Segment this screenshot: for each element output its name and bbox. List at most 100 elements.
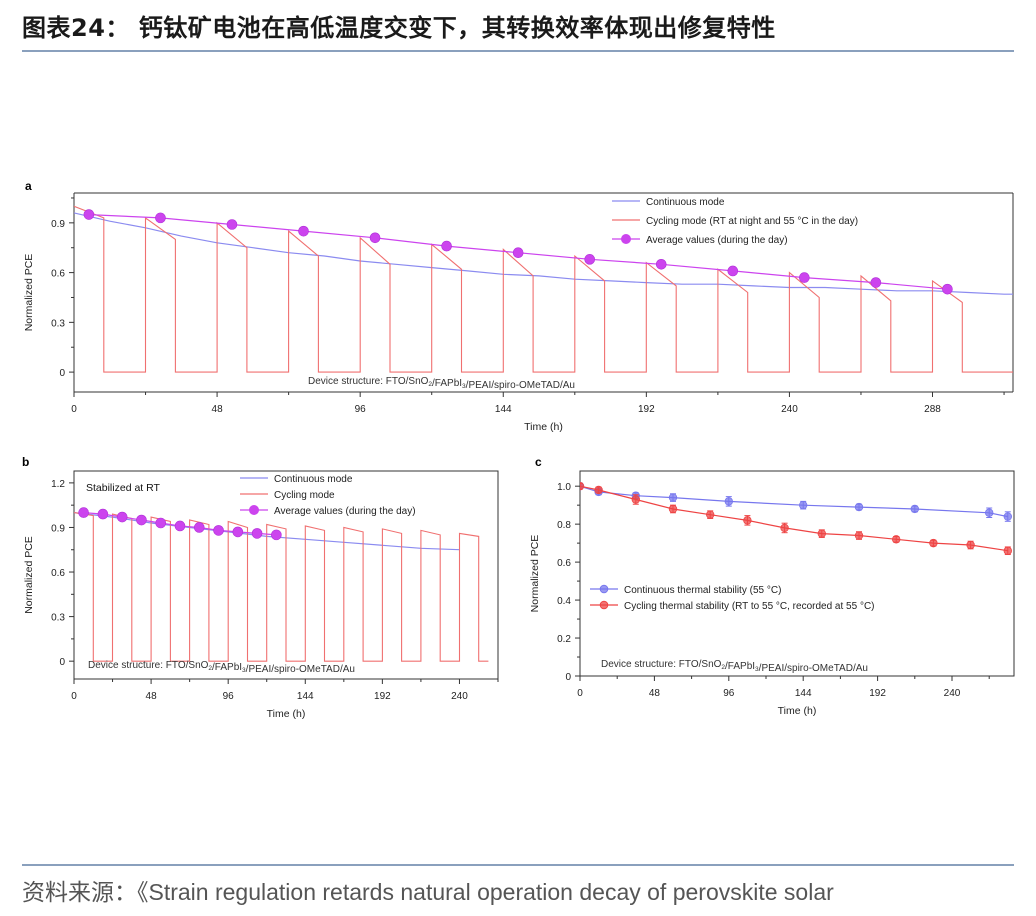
device-structure-note: Device structure: FTO/SnO2/FAPbI3/PEAI/s…: [88, 660, 355, 675]
legend-label: Average values (during the day): [646, 235, 788, 246]
panel-label-b: b: [22, 455, 29, 469]
series-cycling-mode-rt-at-night-and-55-c-in-the-day: [74, 205, 1013, 373]
y-tick-label: 0.9: [51, 523, 65, 534]
data-point: [631, 495, 640, 504]
plot-area: [74, 507, 489, 662]
source-divider: [22, 864, 1014, 866]
legend-label: Continuous mode: [274, 474, 353, 485]
average-point: [298, 225, 309, 237]
x-tick-label: 144: [495, 404, 512, 415]
y-tick-label: 0: [59, 657, 65, 668]
legend: Continuous thermal stability (55 °C) Cycl…: [590, 584, 875, 612]
average-point: [870, 277, 882, 288]
data-point: [929, 538, 938, 548]
panel-label-a: a: [25, 179, 32, 193]
average-point: [213, 525, 224, 536]
data-point: [892, 535, 901, 544]
plot-area: [74, 205, 1013, 373]
x-tick-label: 144: [297, 691, 314, 702]
device-structure-note: Device structure: FTO/SnO2/FAPbI3/PEAI/s…: [601, 659, 868, 674]
data-point: [706, 510, 715, 519]
plot-frame: [579, 470, 1015, 677]
y-tick-label: 0.4: [557, 596, 571, 607]
panel-b: b 0 48 96 144 192 240 0 0.3 0.6 0.9 1.2 Time (h) Norm…: [22, 455, 499, 720]
y-tick-label: 1.2: [51, 479, 65, 490]
data-point: [854, 531, 864, 540]
legend: Continuous mode Cycling mode (RT at night…: [612, 197, 858, 246]
data-point: [743, 516, 752, 525]
legend-item: Cycling mode (RT at night and 55 °C in t…: [612, 216, 858, 227]
page-title: 图表24： 钙钛矿电池在高低温度交变下，其转换效率体现出修复特性: [22, 14, 776, 42]
x-tick-label: 192: [374, 691, 391, 702]
data-point: [724, 497, 733, 506]
legend: Continuous mode Cycling mode Average value…: [240, 474, 416, 517]
panel-a: a 0 48 96 144 192 240 288 0 0.3 0.6 0.9 Time (h) Norm…: [23, 179, 1014, 433]
panel-label-c: c: [535, 455, 542, 469]
data-point: [580, 481, 585, 491]
data-point: [854, 502, 864, 512]
data-point: [1003, 546, 1012, 555]
data-point: [799, 500, 808, 510]
x-tick-label: 288: [924, 404, 941, 415]
average-point: [136, 514, 147, 526]
legend-marker: [599, 584, 609, 594]
average-point: [942, 283, 953, 295]
legend-item: Continuous mode: [612, 197, 725, 208]
x-tick-label: 96: [723, 688, 735, 699]
y-tick-label: 0.9: [51, 219, 65, 230]
x-tick-label: 192: [869, 688, 886, 699]
x-tick-label: 0: [577, 688, 583, 699]
x-axis-label: Time (h): [778, 705, 817, 717]
average-point: [226, 219, 238, 230]
y-tick-label: 0.6: [51, 568, 65, 579]
series-continuous-thermal-stability-55-c-line: [580, 485, 1008, 518]
average-point: [799, 272, 810, 283]
title-divider: [22, 50, 1014, 52]
x-tick-label: 96: [355, 404, 367, 415]
legend-label: Continuous thermal stability (55 °C): [624, 585, 781, 596]
x-tick-label: 240: [944, 688, 961, 699]
data-point: [1003, 512, 1012, 521]
panel-c: c 0 48 96 144 192 240 0 0.2 0.4 0.6 0.8 1.0 Time (h) N…: [529, 455, 1015, 717]
legend-label: Continuous mode: [646, 197, 725, 208]
average-point: [193, 522, 205, 533]
legend-item: Cycling mode: [240, 490, 335, 501]
plot-frame: [73, 470, 499, 680]
y-tick-label: 1.0: [557, 482, 571, 493]
average-point: [155, 517, 167, 529]
legend-marker: [599, 600, 609, 610]
average-point: [271, 529, 282, 541]
series-cycling-mode: [74, 512, 489, 662]
average-point: [655, 259, 667, 270]
average-point: [78, 507, 89, 518]
average-point: [83, 209, 95, 220]
data-point: [668, 493, 678, 502]
y-tick-label: 0.2: [557, 634, 571, 645]
x-tick-label: 240: [451, 691, 468, 702]
y-axis-label: Normalized PCE: [529, 535, 541, 613]
data-point: [594, 485, 603, 495]
average-point: [232, 526, 244, 538]
y-tick-label: 0.3: [51, 318, 65, 329]
legend-item: Average values (during the day): [612, 234, 788, 246]
y-tick-label: 0.6: [51, 269, 65, 280]
legend-label: Cycling thermal stability (RT to 55 °C, …: [624, 601, 875, 612]
legend-marker: [249, 505, 259, 515]
x-tick-label: 48: [649, 688, 661, 699]
data-point: [817, 529, 826, 538]
x-tick-label: 240: [781, 404, 798, 415]
average-point: [97, 508, 109, 520]
legend-label: Cycling mode (RT at night and 55 °C in t…: [646, 216, 858, 227]
average-point: [174, 520, 186, 532]
y-axis-label: Normalized PCE: [23, 254, 35, 332]
x-tick-label: 96: [223, 691, 235, 702]
y-tick-label: 0.8: [557, 520, 571, 531]
y-axis-label: Normalized PCE: [23, 536, 35, 614]
legend-item: Continuous mode: [240, 474, 353, 485]
x-tick-label: 144: [795, 688, 812, 699]
data-point: [985, 508, 994, 517]
data-point: [780, 523, 789, 533]
legend-item: Average values (during the day): [240, 505, 416, 517]
data-point: [966, 540, 975, 550]
legend-label: Cycling mode: [274, 490, 335, 501]
